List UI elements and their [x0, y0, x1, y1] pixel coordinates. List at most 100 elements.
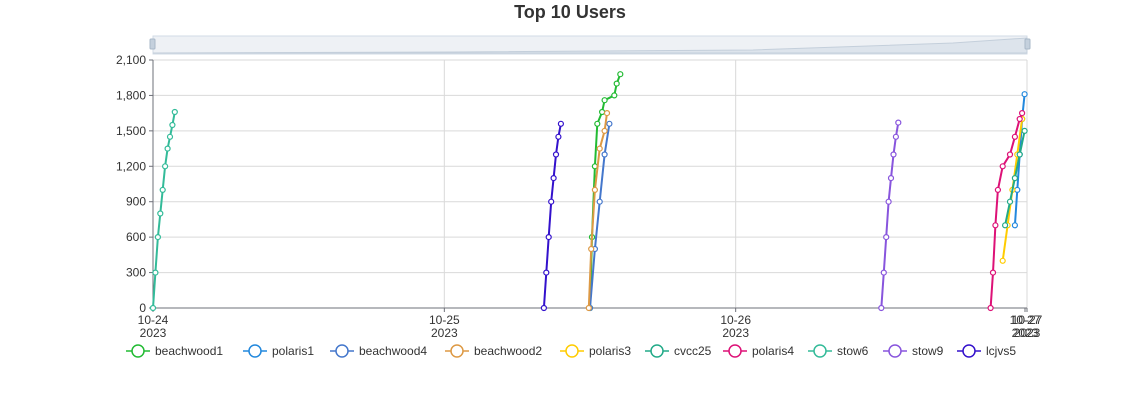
legend-marker-icon [248, 344, 262, 358]
legend-item-lcjvs5[interactable]: lcjvs5 [957, 344, 1016, 358]
data-point[interactable] [164, 145, 171, 152]
data-point[interactable] [883, 234, 890, 241]
data-point[interactable] [171, 108, 178, 116]
x-tick-label-year: 2023 [140, 326, 167, 340]
data-point[interactable] [548, 198, 555, 205]
legend-item-stow6[interactable]: stow6 [808, 344, 869, 358]
data-point[interactable] [545, 234, 552, 241]
legend-label: beachwood4 [359, 344, 427, 358]
zoom-handle-right[interactable] [1024, 38, 1031, 50]
legend-label: beachwood2 [474, 344, 542, 358]
data-point[interactable] [157, 210, 164, 217]
data-point[interactable] [1014, 186, 1021, 193]
data-point[interactable] [999, 257, 1006, 264]
legend-item-polaris4[interactable]: polaris4 [723, 344, 794, 358]
data-point[interactable] [585, 304, 592, 312]
data-point[interactable] [603, 109, 611, 117]
legend-marker-icon [888, 344, 902, 358]
legend-item-stow9[interactable]: stow9 [883, 344, 944, 358]
data-point[interactable] [1011, 133, 1019, 140]
data-point[interactable] [596, 145, 603, 152]
legend-item-beachwood2[interactable]: beachwood2 [445, 344, 542, 358]
data-point[interactable] [550, 175, 557, 182]
data-point[interactable] [552, 151, 560, 158]
legend-label: stow9 [912, 344, 944, 358]
data-point[interactable] [606, 120, 613, 127]
data-point[interactable] [613, 80, 620, 87]
data-point[interactable] [617, 71, 624, 78]
series-line [880, 122, 900, 309]
data-point[interactable] [594, 120, 601, 127]
data-point[interactable] [878, 304, 885, 312]
data-point[interactable] [1006, 198, 1014, 205]
data-point[interactable] [1021, 127, 1028, 134]
legend-item-polaris1[interactable]: polaris1 [243, 344, 314, 358]
data-point[interactable] [994, 186, 1002, 193]
data-point[interactable] [1016, 151, 1023, 158]
chart-title: Top 10 Users [514, 2, 626, 22]
data-point[interactable] [601, 97, 608, 104]
legend-marker-icon [962, 344, 976, 358]
legend-label: lcjvs5 [986, 344, 1016, 358]
y-tick-label: 300 [126, 266, 146, 280]
series-stow6 [149, 108, 178, 312]
data-point[interactable] [987, 304, 994, 312]
data-point[interactable] [895, 119, 902, 126]
data-point[interactable] [598, 108, 606, 116]
data-point[interactable] [557, 120, 565, 127]
data-point[interactable] [588, 245, 595, 253]
data-point[interactable] [591, 186, 599, 193]
data-point[interactable] [890, 151, 897, 158]
x-tick-label-year: 2023 [1012, 326, 1039, 340]
axes: 03006009001,2001,5001,8002,10010-2420231… [116, 53, 1043, 340]
data-point[interactable] [611, 92, 618, 99]
y-tick-label: 900 [126, 195, 146, 209]
series-polaris4 [987, 109, 1026, 312]
data-zoom-slider[interactable] [149, 35, 1031, 55]
data-point[interactable] [989, 269, 997, 276]
data-point[interactable] [166, 133, 174, 140]
legend-item-cvcc25[interactable]: cvcc25 [645, 344, 712, 358]
legend[interactable]: beachwood1 polaris1 beachwood4 beachwood2 po… [126, 344, 1016, 358]
y-tick-label: 600 [126, 230, 146, 244]
data-point[interactable] [992, 222, 999, 229]
data-point[interactable] [885, 198, 892, 205]
series-layer [149, 71, 1028, 312]
data-point[interactable] [1018, 109, 1026, 117]
legend-label: stow6 [837, 344, 869, 358]
x-tick-label-year: 2023 [431, 326, 458, 340]
data-point[interactable] [1006, 151, 1014, 158]
data-point[interactable] [1001, 222, 1009, 229]
data-point[interactable] [596, 198, 603, 205]
data-point[interactable] [154, 234, 161, 241]
y-tick-label: 1,800 [116, 88, 146, 102]
data-point[interactable] [892, 133, 900, 140]
data-point[interactable] [1016, 115, 1023, 123]
legend-item-beachwood4[interactable]: beachwood4 [330, 344, 427, 358]
data-point[interactable] [999, 163, 1006, 170]
data-point[interactable] [162, 163, 169, 170]
data-point[interactable] [1011, 175, 1019, 182]
series-lcjvs5 [540, 120, 565, 312]
data-point[interactable] [540, 304, 548, 312]
zoom-handle-left[interactable] [149, 38, 156, 50]
data-point[interactable] [159, 186, 166, 193]
data-point[interactable] [601, 151, 608, 158]
data-point[interactable] [880, 269, 887, 276]
series-line [152, 111, 176, 309]
data-point[interactable] [152, 269, 159, 276]
series-line [542, 123, 562, 309]
series-beachwood2 [585, 109, 611, 312]
data-point[interactable] [169, 121, 176, 129]
data-point[interactable] [887, 175, 895, 182]
grid [153, 59, 1028, 308]
legend-item-beachwood1[interactable]: beachwood1 [126, 344, 223, 358]
data-point[interactable] [1021, 91, 1028, 98]
data-point[interactable] [601, 127, 608, 134]
data-point[interactable] [1011, 222, 1019, 229]
y-tick-label: 0 [139, 301, 146, 315]
legend-item-polaris3[interactable]: polaris3 [560, 344, 631, 358]
data-point[interactable] [543, 269, 550, 276]
data-point[interactable] [555, 133, 562, 140]
data-point[interactable] [149, 304, 157, 312]
